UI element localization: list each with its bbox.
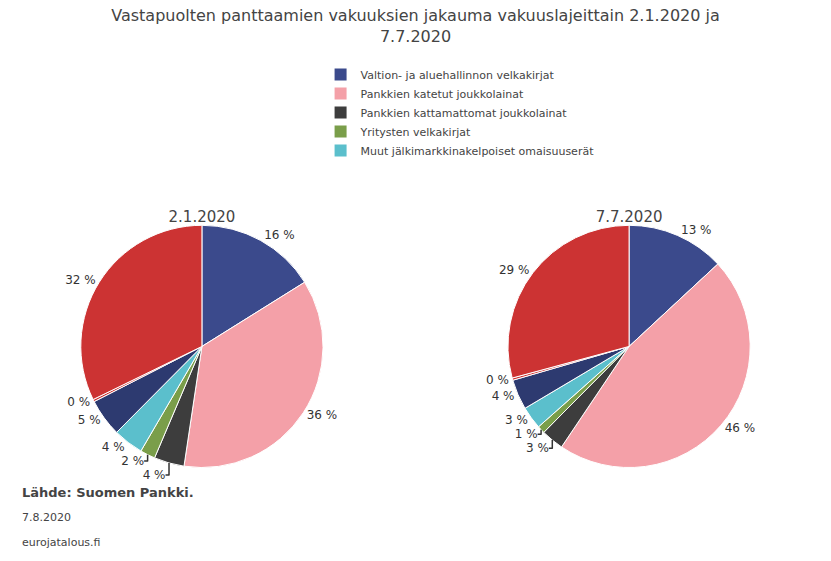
svg-text:3 %: 3 % — [505, 413, 528, 427]
svg-text:4 %: 4 % — [143, 468, 166, 482]
svg-text:0 %: 0 % — [486, 373, 509, 387]
svg-text:0 %: 0 % — [67, 395, 90, 409]
svg-text:Pankkien katetut joukkolainat: Pankkien katetut joukkolainat — [361, 88, 524, 101]
svg-text:13 %: 13 % — [681, 223, 712, 237]
svg-text:4 %: 4 % — [102, 440, 125, 454]
svg-text:2.1.2020: 2.1.2020 — [169, 208, 236, 226]
svg-text:eurojatalous.fi: eurojatalous.fi — [22, 536, 101, 549]
svg-text:32 %: 32 % — [65, 273, 96, 287]
svg-text:3 %: 3 % — [526, 441, 549, 455]
svg-text:Muut jälkimarkkinakelpoiset om: Muut jälkimarkkinakelpoiset omaisuuserät — [361, 145, 595, 158]
svg-text:Lähde: Suomen Pankki.: Lähde: Suomen Pankki. — [22, 485, 194, 500]
svg-text:Yritysten velkakirjat: Yritysten velkakirjat — [360, 126, 471, 139]
svg-text:Valtion- ja aluehallinnon velk: Valtion- ja aluehallinnon velkakirjat — [361, 69, 555, 82]
svg-text:7.8.2020: 7.8.2020 — [22, 511, 71, 524]
svg-text:1 %: 1 % — [515, 427, 538, 441]
svg-text:46 %: 46 % — [725, 421, 756, 435]
svg-text:7.7.2020: 7.7.2020 — [596, 208, 663, 226]
svg-text:Pankkien kattamattomat joukkol: Pankkien kattamattomat joukkolainat — [361, 107, 568, 120]
svg-text:4 %: 4 % — [492, 389, 515, 403]
svg-text:Vastapuolten panttaamien vakuu: Vastapuolten panttaamien vakuuksien jaka… — [111, 6, 720, 46]
svg-text:29 %: 29 % — [499, 263, 530, 277]
svg-text:2 %: 2 % — [121, 454, 144, 468]
svg-text:5 %: 5 % — [78, 413, 101, 427]
svg-text:36 %: 36 % — [307, 408, 338, 422]
svg-text:16 %: 16 % — [264, 228, 295, 242]
